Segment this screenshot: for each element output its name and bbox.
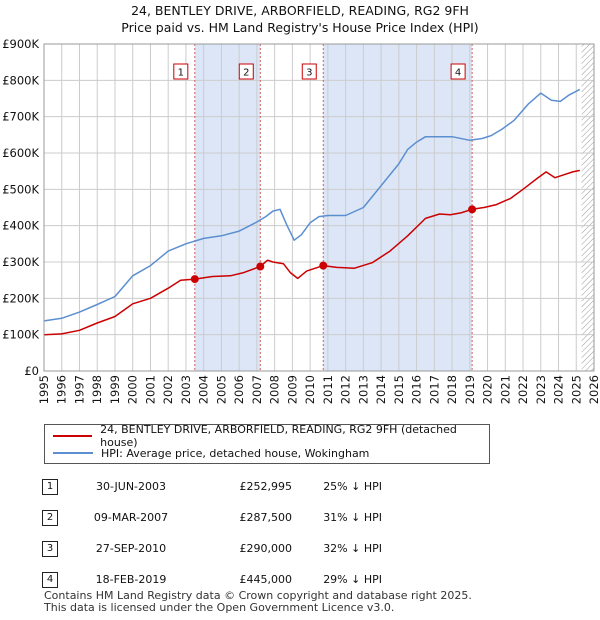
y-tick-label: £800K xyxy=(2,73,39,87)
sale-date: 09-MAR-2007 xyxy=(93,511,169,524)
shaded-period xyxy=(194,44,261,371)
legend-item-property: 24, BENTLEY DRIVE, ARBORFIELD, READING, … xyxy=(53,423,489,449)
footer-license: This data is licensed under the Open Gov… xyxy=(44,601,395,614)
price-chart: 1 2 3 4 £0 £100K £200K £300K £400K £500K £600K £700… xyxy=(2,37,600,404)
x-tick-label: 2014 xyxy=(374,375,388,404)
sale-marker-label: 3 xyxy=(306,68,312,79)
y-tick-label: £200K xyxy=(2,291,39,305)
sale-point xyxy=(468,205,477,214)
table-row: 3 27-SEP-2010 £290,000 32% ↓ HPI xyxy=(38,533,382,564)
x-tick-label: 2007 xyxy=(250,375,264,404)
x-tick-label: 2021 xyxy=(498,375,512,404)
legend-swatch-hpi xyxy=(53,452,93,454)
chart-subtitle: Price paid vs. HM Land Registry's House … xyxy=(121,20,479,35)
sale-marker-label: 1 xyxy=(178,68,184,79)
sale-marker-badge: 3 xyxy=(42,540,58,557)
y-tick-label: £400K xyxy=(2,219,39,233)
sale-date: 27-SEP-2010 xyxy=(95,542,167,555)
x-tick-label: 2000 xyxy=(126,375,140,404)
x-tick-label: 2018 xyxy=(445,375,459,404)
sale-price: £287,500 xyxy=(239,511,293,524)
sale-marker-badge: 1 xyxy=(42,478,58,495)
x-tick-label: 1996 xyxy=(55,375,69,404)
sale-marker-badge: 2 xyxy=(42,509,58,526)
sale-hpi-diff: 31% ↓ HPI xyxy=(323,511,382,524)
x-tick-label: 2017 xyxy=(427,375,441,404)
x-tick-label: 2015 xyxy=(392,375,406,404)
footer-copyright: Contains HM Land Registry data © Crown c… xyxy=(44,589,472,602)
table-row: 2 09-MAR-2007 £287,500 31% ↓ HPI xyxy=(38,502,382,533)
x-tick-label: 2013 xyxy=(356,375,370,404)
sale-point xyxy=(319,261,328,270)
x-tick-label: 2020 xyxy=(481,375,495,404)
sale-point xyxy=(190,275,199,284)
legend-swatch-property xyxy=(53,435,93,437)
y-tick-label: £900K xyxy=(2,37,39,51)
legend-label-property: 24, BENTLEY DRIVE, ARBORFIELD, READING, … xyxy=(100,423,457,449)
sale-hpi-diff: 25% ↓ HPI xyxy=(323,480,382,493)
x-tick-label: 1999 xyxy=(108,375,122,404)
sale-marker-box xyxy=(450,63,466,80)
sale-marker-label: 2 xyxy=(243,68,249,79)
sale-price: £445,000 xyxy=(239,573,293,586)
sale-marker-box xyxy=(238,63,254,80)
legend-label-hpi: HPI: Average price, detached house, Woki… xyxy=(101,446,370,460)
sale-date: 18-FEB-2019 xyxy=(95,573,167,586)
x-tick-label: 1998 xyxy=(90,375,104,404)
sale-point xyxy=(256,262,265,271)
sales-table: 1 30-JUN-2003 £252,995 25% ↓ HPI 2 09-MA… xyxy=(38,471,382,595)
sale-marker-badge: 4 xyxy=(42,571,58,588)
y-tick-label: £600K xyxy=(2,146,39,160)
chart-title: 24, BENTLEY DRIVE, ARBORFIELD, READING, … xyxy=(131,3,469,18)
chart-legend: 24, BENTLEY DRIVE, ARBORFIELD, READING, … xyxy=(44,423,490,464)
x-tick-label: 1995 xyxy=(37,375,51,404)
x-tick-label: 2011 xyxy=(321,375,335,404)
x-tick-label: 2019 xyxy=(463,375,477,404)
y-tick-label: £700K xyxy=(2,110,39,124)
forecast-region xyxy=(581,44,594,371)
x-tick-label: 2023 xyxy=(534,375,548,404)
x-tick-label: 1997 xyxy=(72,375,86,404)
sale-marker-label: 4 xyxy=(455,68,461,79)
hpi-line xyxy=(43,88,581,322)
sale-hpi-diff: 32% ↓ HPI xyxy=(323,542,382,555)
y-tick-label: £100K xyxy=(2,328,39,342)
x-tick-label: 2009 xyxy=(285,375,299,404)
sale-marker-box xyxy=(173,63,189,80)
y-tick-label: £300K xyxy=(2,255,39,269)
x-tick-label: 2002 xyxy=(161,375,175,404)
y-tick-label: £500K xyxy=(2,182,39,196)
x-tick-label: 2006 xyxy=(232,375,246,404)
table-row: 4 18-FEB-2019 £445,000 29% ↓ HPI xyxy=(38,564,382,595)
plot-area xyxy=(44,44,594,371)
sale-date: 30-JUN-2003 xyxy=(95,480,167,493)
sale-price: £290,000 xyxy=(239,542,293,555)
y-tick-label: £0 xyxy=(24,364,39,378)
x-tick-label: 2012 xyxy=(339,375,353,404)
x-tick-label: 2004 xyxy=(197,375,211,404)
x-tick-label: 2003 xyxy=(179,375,193,404)
x-tick-label: 2022 xyxy=(516,375,530,404)
x-tick-label: 2010 xyxy=(303,375,317,404)
sale-hpi-diff: 29% ↓ HPI xyxy=(323,573,382,586)
table-row: 1 30-JUN-2003 £252,995 25% ↓ HPI xyxy=(38,471,382,502)
x-tick-label: 2001 xyxy=(143,375,157,404)
x-tick-label: 2005 xyxy=(214,375,228,404)
x-tick-label: 2025 xyxy=(569,375,583,404)
sale-price: £252,995 xyxy=(239,480,293,493)
plot-frame xyxy=(43,43,595,372)
shaded-period xyxy=(323,44,473,371)
x-tick-label: 2026 xyxy=(587,375,600,404)
sale-marker-box xyxy=(301,63,317,80)
x-tick-label: 2016 xyxy=(410,375,424,404)
x-tick-label: 2024 xyxy=(552,375,566,404)
legend-item-hpi: HPI: Average price, detached house, Woki… xyxy=(53,445,369,461)
x-tick-label: 2008 xyxy=(268,375,282,404)
